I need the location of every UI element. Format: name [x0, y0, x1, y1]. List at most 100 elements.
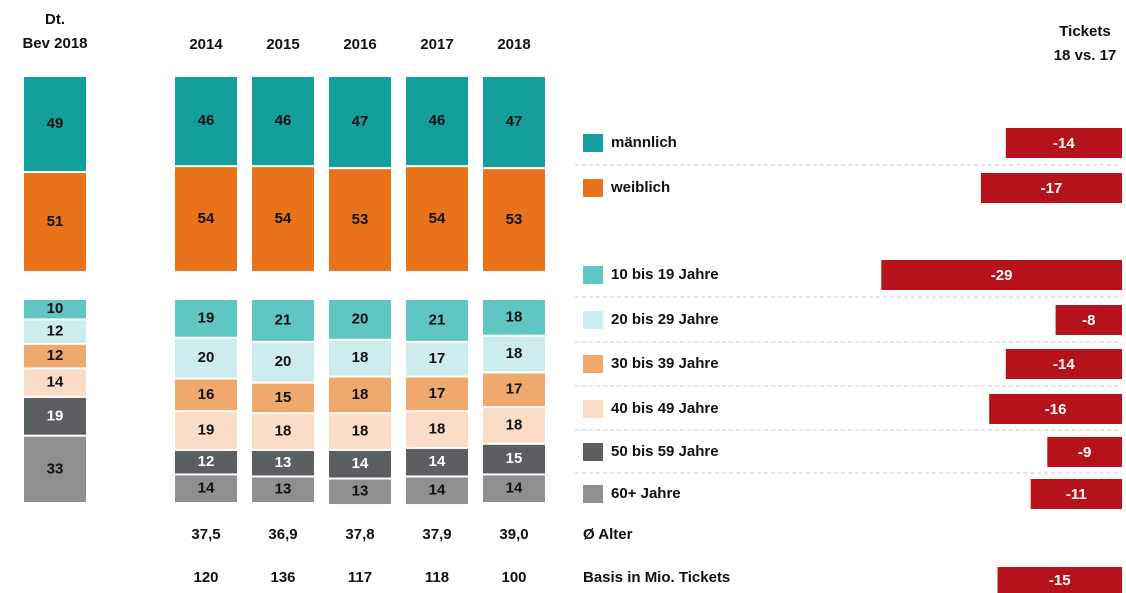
- reference-header: Dt.: [45, 11, 65, 28]
- segment-label: 13: [275, 481, 292, 498]
- bar-segment: [329, 77, 391, 168]
- bar-segment: [329, 169, 391, 271]
- legend-label: 60+ Jahre: [611, 485, 681, 502]
- bar-segment: [24, 397, 86, 435]
- change-label: -9: [1078, 444, 1091, 461]
- bar-segment: [252, 342, 314, 382]
- row-value: 118: [425, 569, 449, 586]
- year-label: 2015: [266, 36, 299, 53]
- change-header: Tickets: [1059, 23, 1110, 40]
- segment-label: 46: [198, 112, 215, 129]
- bar-segment: [175, 77, 237, 166]
- segment-label: 13: [275, 454, 292, 471]
- segment-label: 54: [429, 210, 446, 227]
- change-bar: [1005, 349, 1122, 379]
- bar-segment: [483, 408, 545, 443]
- change-bar: [1005, 128, 1122, 158]
- row-value: 37,8: [345, 526, 374, 543]
- bar-segment: [252, 477, 314, 502]
- legend-label: weiblich: [610, 179, 670, 196]
- legend-swatch: [583, 443, 603, 461]
- change-label: -8: [1082, 312, 1095, 329]
- row-value: 136: [270, 569, 295, 586]
- segment-label: 19: [198, 309, 215, 326]
- segment-label: 20: [352, 310, 369, 327]
- segment-label: 18: [275, 423, 292, 440]
- segment-label: 54: [275, 210, 292, 227]
- change-label: -16: [1045, 401, 1067, 418]
- legend-swatch: [583, 134, 603, 152]
- segment-label: 18: [352, 423, 369, 440]
- bar-segment: [406, 77, 468, 166]
- bar-segment: [406, 342, 468, 376]
- bar-segment: [252, 414, 314, 449]
- legend-label: 50 bis 59 Jahre: [611, 443, 719, 460]
- bar-segment: [406, 167, 468, 271]
- bar-segment: [24, 173, 86, 271]
- change-bar: [980, 173, 1122, 203]
- bar-segment: [329, 300, 391, 339]
- segment-label: 14: [506, 480, 523, 497]
- bar-segment: [24, 436, 86, 502]
- bar-segment: [175, 475, 237, 502]
- bar-segment: [24, 320, 86, 343]
- segment-label: 15: [506, 450, 523, 467]
- bar-segment: [24, 344, 86, 368]
- bar-segment: [252, 300, 314, 341]
- year-label: 2016: [343, 36, 376, 53]
- legend-swatch: [583, 355, 603, 373]
- segment-label: 12: [47, 323, 64, 340]
- legend-label: 30 bis 39 Jahre: [611, 355, 719, 372]
- segment-label: 20: [198, 349, 215, 366]
- bar-segment: [329, 450, 391, 478]
- bar-segment: [175, 450, 237, 474]
- bar-segment: [483, 373, 545, 407]
- bar-segment: [406, 412, 468, 447]
- segment-label: 14: [352, 455, 369, 472]
- row-value: 117: [348, 569, 372, 586]
- bar-segment: [252, 450, 314, 476]
- segment-label: 14: [429, 453, 446, 470]
- segment-label: 19: [198, 422, 215, 439]
- segment-label: 14: [47, 374, 64, 391]
- change-label: -29: [991, 267, 1013, 284]
- segment-label: 10: [47, 300, 64, 317]
- year-label: 2014: [189, 36, 223, 53]
- change-label: -14: [1053, 135, 1075, 152]
- change-label: -11: [1066, 486, 1087, 503]
- bar-segment: [406, 477, 468, 505]
- segment-label: 18: [506, 345, 523, 362]
- bar-segment: [483, 300, 545, 335]
- segment-label: 16: [198, 386, 215, 403]
- bar-segment: [406, 300, 468, 341]
- bar-segment: [483, 169, 545, 271]
- bar-segment: [483, 475, 545, 502]
- segment-label: 15: [275, 389, 292, 406]
- segment-label: 33: [47, 460, 64, 477]
- segment-label: 12: [198, 453, 215, 470]
- bar-segment: [24, 369, 86, 396]
- segment-label: 14: [198, 480, 215, 497]
- bar-segment: [252, 383, 314, 413]
- bar-segment: [329, 479, 391, 505]
- row-label: Ø Alter: [583, 526, 633, 543]
- segment-label: 53: [352, 211, 369, 228]
- row-value: 37,9: [422, 526, 451, 543]
- segment-label: 21: [275, 311, 292, 328]
- segment-label: 18: [506, 416, 523, 433]
- bar-segment: [175, 167, 237, 271]
- legend-swatch: [583, 179, 603, 197]
- segment-label: 19: [47, 407, 64, 424]
- bar-segment: [175, 412, 237, 449]
- bar-segment: [483, 77, 545, 168]
- bar-segment: [329, 340, 391, 376]
- row-value: 39,0: [499, 526, 528, 543]
- change-bar: [881, 260, 1122, 290]
- bar-segment: [329, 377, 391, 413]
- segment-label: 18: [352, 386, 369, 403]
- year-label: 2018: [497, 36, 530, 53]
- change-bar: [1047, 437, 1122, 467]
- segment-label: 46: [275, 112, 292, 129]
- legend-label: männlich: [611, 134, 677, 151]
